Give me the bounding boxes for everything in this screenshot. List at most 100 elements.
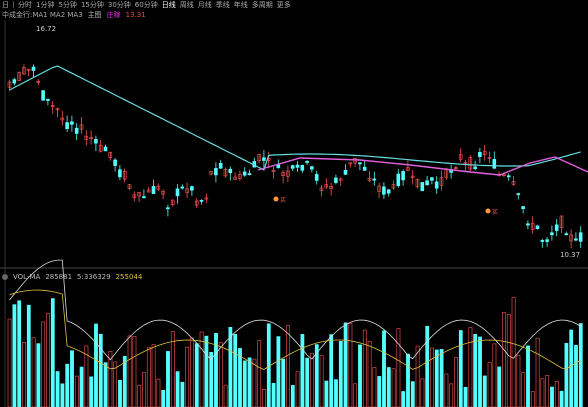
candle-body xyxy=(166,207,170,210)
volume-bar xyxy=(89,376,94,407)
volume-bar xyxy=(295,371,300,407)
candle-body xyxy=(410,175,415,178)
candle-body xyxy=(137,192,141,197)
volume-bar xyxy=(281,358,286,407)
period-toolbar: 日 分时 1分钟 5分钟 15分钟 30分钟 60分钟 日线 周线 月线 季线 … xyxy=(0,0,588,9)
candle-body xyxy=(180,186,185,189)
ma5-value: 5:336329 xyxy=(77,272,111,281)
tab-daily[interactable]: 日线 xyxy=(161,0,176,9)
volume-ma10-line xyxy=(9,289,581,370)
tab-day[interactable]: 日 xyxy=(2,0,9,9)
candle-body xyxy=(194,200,199,206)
volume-bar xyxy=(132,335,137,407)
tab-60min[interactable]: 60分钟 xyxy=(134,0,158,9)
volume-bar xyxy=(103,362,108,407)
volume-bar xyxy=(444,373,449,407)
candle-body xyxy=(257,154,261,161)
candle-body xyxy=(362,166,367,171)
volume-bar xyxy=(540,378,545,407)
volume-bar xyxy=(122,356,127,407)
volume-bar xyxy=(569,329,574,407)
tab-more[interactable]: 更多 xyxy=(276,0,291,9)
tab-30min[interactable]: 30分钟 xyxy=(107,0,131,9)
candle-body xyxy=(218,162,223,169)
candle-body xyxy=(401,171,405,181)
volume-bar xyxy=(578,323,583,407)
ma10-value: 255044 xyxy=(115,272,143,281)
volume-bar xyxy=(511,297,516,407)
candle-body xyxy=(502,174,506,176)
volume-bar xyxy=(209,352,214,407)
candle-body xyxy=(473,166,477,170)
candle-body xyxy=(343,169,348,175)
candle-body xyxy=(46,98,50,101)
candle-body xyxy=(26,68,31,71)
volume-bar xyxy=(271,382,276,407)
candle-body xyxy=(554,224,559,231)
volume-bar xyxy=(329,334,334,407)
volume-bar xyxy=(238,348,242,407)
volume-bar xyxy=(526,345,530,407)
candle-body xyxy=(290,165,295,169)
candle-body xyxy=(482,151,487,156)
volume-bar xyxy=(305,357,310,407)
candle-body xyxy=(358,162,362,165)
candle-body xyxy=(526,223,530,226)
candle-body xyxy=(238,174,242,179)
candle-body xyxy=(540,240,545,242)
volume-bar xyxy=(319,355,324,407)
candle-body xyxy=(151,186,156,194)
candle-body xyxy=(60,117,65,121)
candle-body xyxy=(377,185,381,192)
ma-line-cyan xyxy=(9,65,581,171)
tab-weekly[interactable]: 周线 xyxy=(179,0,194,9)
tab-1min[interactable]: 1分钟 xyxy=(36,0,55,9)
volume-bar xyxy=(257,340,262,407)
volume-bar xyxy=(137,384,142,407)
tab-5min[interactable]: 5分钟 xyxy=(58,0,77,9)
settings-icon[interactable] xyxy=(2,273,8,280)
candle-body xyxy=(103,146,108,152)
candle-body xyxy=(324,184,329,188)
volume-bar xyxy=(420,378,425,407)
volume-bar xyxy=(290,384,295,407)
volume-bar xyxy=(204,335,209,407)
volume-bar xyxy=(65,363,70,407)
candle-body xyxy=(478,152,482,157)
volume-bar xyxy=(180,381,185,407)
tab-yearly[interactable]: 年线 xyxy=(233,0,248,9)
tab-15min[interactable]: 15分钟 xyxy=(80,0,104,9)
volume-bar xyxy=(377,376,382,407)
indicator-name[interactable]: 庄稼 xyxy=(106,10,121,19)
volume-bar xyxy=(545,375,550,407)
candle-body xyxy=(242,171,247,176)
vol-label: VOL-MA xyxy=(13,272,41,281)
tab-multi-period[interactable]: 多周期 xyxy=(251,0,273,9)
tab-monthly[interactable]: 月线 xyxy=(197,0,212,9)
volume-bar xyxy=(372,367,377,407)
indicator-badge[interactable]: 主图 xyxy=(87,10,102,19)
candle-body xyxy=(7,81,12,88)
candle-body xyxy=(391,184,396,189)
candle-body xyxy=(406,167,410,171)
tab-timeshare[interactable]: 分时 xyxy=(18,0,32,9)
candle-body xyxy=(132,194,137,198)
candle-body xyxy=(262,157,266,161)
candle-body xyxy=(89,137,93,140)
volume-bar xyxy=(190,337,194,407)
candle-body xyxy=(295,164,300,168)
candle-body xyxy=(521,206,525,209)
separator xyxy=(13,1,14,8)
candle-body xyxy=(382,186,386,195)
volume-bar xyxy=(463,386,468,407)
chart-header: 中成金行:MA1 MA2 MA3 主图 庄稼 13.31 xyxy=(2,10,146,19)
tab-quarterly[interactable]: 季线 xyxy=(215,0,230,9)
candle-body xyxy=(209,171,213,175)
volume-bar xyxy=(300,334,305,407)
candle-body xyxy=(65,122,69,129)
volume-bar xyxy=(252,358,257,407)
volume-header: VOL-MA 285881 5:336329 255044 xyxy=(2,272,142,281)
candle-body xyxy=(487,156,492,159)
candle-body xyxy=(286,170,290,177)
